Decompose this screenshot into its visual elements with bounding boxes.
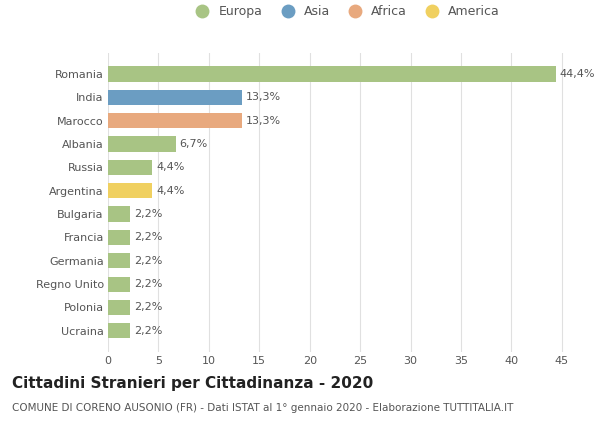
Text: 2,2%: 2,2% — [134, 256, 163, 266]
Bar — [108, 136, 176, 152]
Bar — [108, 160, 152, 175]
Text: 44,4%: 44,4% — [560, 69, 595, 79]
Bar — [108, 113, 242, 128]
Bar — [108, 206, 130, 222]
Text: 2,2%: 2,2% — [134, 209, 163, 219]
Text: 13,3%: 13,3% — [246, 116, 281, 126]
Text: 2,2%: 2,2% — [134, 326, 163, 336]
Bar — [108, 230, 130, 245]
Text: 2,2%: 2,2% — [134, 302, 163, 312]
Bar — [108, 183, 152, 198]
Bar — [108, 90, 242, 105]
Bar — [108, 66, 556, 81]
Bar — [108, 300, 130, 315]
Text: 2,2%: 2,2% — [134, 279, 163, 289]
Text: 4,4%: 4,4% — [157, 186, 185, 196]
Bar — [108, 253, 130, 268]
Legend: Europa, Asia, Africa, America: Europa, Asia, Africa, America — [190, 5, 500, 18]
Bar — [108, 323, 130, 338]
Bar — [108, 276, 130, 292]
Text: Cittadini Stranieri per Cittadinanza - 2020: Cittadini Stranieri per Cittadinanza - 2… — [12, 376, 373, 391]
Text: 4,4%: 4,4% — [157, 162, 185, 172]
Text: 6,7%: 6,7% — [179, 139, 208, 149]
Text: 2,2%: 2,2% — [134, 232, 163, 242]
Text: 13,3%: 13,3% — [246, 92, 281, 103]
Text: COMUNE DI CORENO AUSONIO (FR) - Dati ISTAT al 1° gennaio 2020 - Elaborazione TUT: COMUNE DI CORENO AUSONIO (FR) - Dati IST… — [12, 403, 514, 413]
